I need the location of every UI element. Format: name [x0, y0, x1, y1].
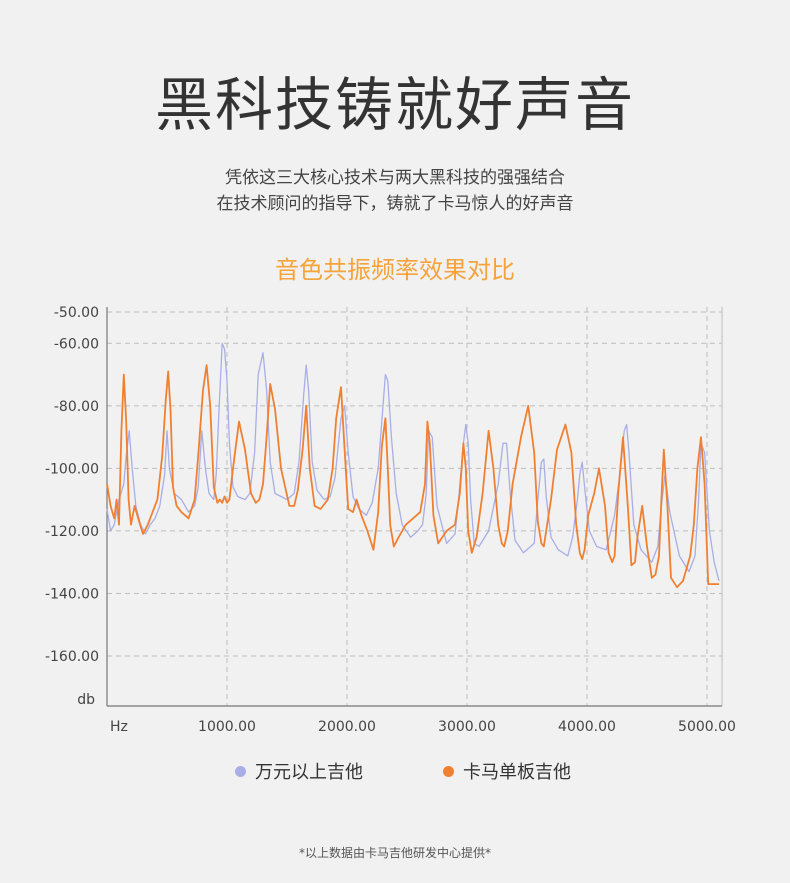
- y-tick-label: -160.00: [45, 649, 99, 665]
- y-tick-label: -60.00: [54, 336, 99, 352]
- chart-legend: 万元以上吉他 卡马单板吉他: [0, 758, 790, 784]
- subtitle-line-2: 在技术顾问的指导下，铸就了卡马惊人的好声音: [216, 194, 574, 214]
- y-tick-label: -120.00: [45, 524, 99, 540]
- y-tick-label: -140.00: [45, 586, 99, 602]
- legend-item-kama: 卡马单板吉他: [443, 758, 571, 784]
- legend-item-premium: 万元以上吉他: [235, 758, 363, 784]
- legend-label-kama: 卡马单板吉他: [463, 762, 571, 783]
- series-line-premium: [106, 342, 720, 582]
- y-tick-label: -100.00: [45, 461, 99, 477]
- frequency-response-chart: -50.00 -60.00 -80.00 -100.00 -120.00 -140.00 -…: [45, 305, 736, 735]
- y-tick-label: -80.00: [54, 399, 99, 415]
- page-title: 黑科技铸就好声音: [154, 71, 635, 139]
- x-tick-label: 4000.00: [558, 719, 616, 735]
- x-tick-label: 5000.00: [678, 719, 736, 735]
- y-axis-label: db: [77, 692, 95, 708]
- legend-label-premium: 万元以上吉他: [255, 762, 363, 783]
- y-tick-label: -50.00: [54, 305, 99, 321]
- x-tick-label: 3000.00: [438, 719, 496, 735]
- legend-dot-kama: [443, 765, 454, 777]
- x-tick-label: 1000.00: [198, 719, 256, 735]
- x-tick-label: 2000.00: [318, 719, 376, 735]
- x-axis-label: Hz: [110, 719, 128, 735]
- subtitle-line-1: 凭依这三大核心技术与两大黑科技的强强结合: [225, 168, 565, 188]
- series-line-kama: [106, 364, 719, 589]
- footnote: *以上数据由卡马吉他研发中心提供*: [298, 846, 491, 860]
- legend-dot-premium: [235, 765, 246, 777]
- chart-title: 音色共振频率效果对比: [275, 256, 515, 284]
